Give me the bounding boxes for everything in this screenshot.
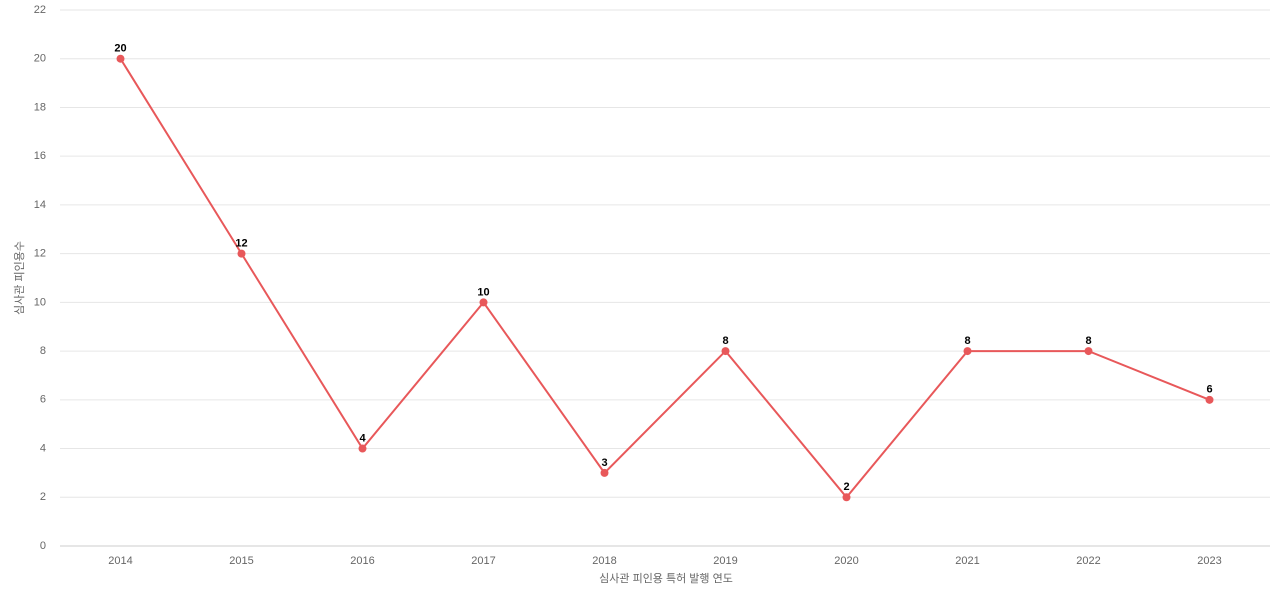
line (119, 58, 1210, 499)
y-tick-label: 12 (34, 248, 46, 260)
x-tick-label: 2015 (229, 555, 253, 567)
x-tick-label: 2019 (713, 555, 737, 567)
point (358, 444, 367, 453)
y-tick-label: 2 (40, 491, 46, 503)
value-label: 8 (964, 335, 970, 347)
point (1205, 395, 1214, 404)
y-tick-label: 8 (40, 345, 46, 357)
y-tick-label: 4 (40, 442, 46, 454)
y-tick-label: 22 (34, 4, 46, 16)
x-tick-label: 2020 (834, 555, 858, 567)
point (1084, 347, 1093, 356)
y-tick-label: 16 (34, 150, 46, 162)
value-label: 8 (722, 335, 728, 347)
point (963, 347, 972, 356)
x-tick-label: 2022 (1076, 555, 1100, 567)
point (721, 347, 730, 356)
x-tick-label: 2021 (955, 555, 979, 567)
value-label: 4 (359, 432, 366, 444)
point (116, 54, 125, 63)
y-tick-label: 6 (40, 394, 46, 406)
value-label: 2 (843, 481, 849, 493)
value-label: 12 (235, 238, 247, 250)
x-tick-label: 2016 (350, 555, 374, 567)
x-axis-label: 심사관 피인용 특허 발행 연도 (599, 572, 733, 585)
value-label: 8 (1085, 335, 1091, 347)
point (842, 493, 851, 502)
y-tick-label: 0 (40, 540, 46, 552)
value-label: 10 (477, 286, 489, 298)
x-tick-label: 2014 (108, 555, 132, 567)
x-tick-label: 2017 (471, 555, 495, 567)
value-label: 6 (1206, 384, 1212, 396)
y-axis-label: 심사관 피인용수 (13, 241, 26, 315)
x-tick-label: 2018 (592, 555, 616, 567)
y-tick-label: 20 (34, 53, 46, 65)
point (237, 249, 246, 258)
y-tick-label: 10 (34, 296, 46, 308)
y-tick-label: 14 (34, 199, 46, 211)
y-tick-label: 18 (34, 101, 46, 113)
x-tick-label: 2023 (1197, 555, 1221, 567)
value-label: 20 (114, 43, 126, 55)
point (479, 298, 488, 307)
value-label: 3 (601, 457, 607, 469)
point (600, 468, 609, 477)
